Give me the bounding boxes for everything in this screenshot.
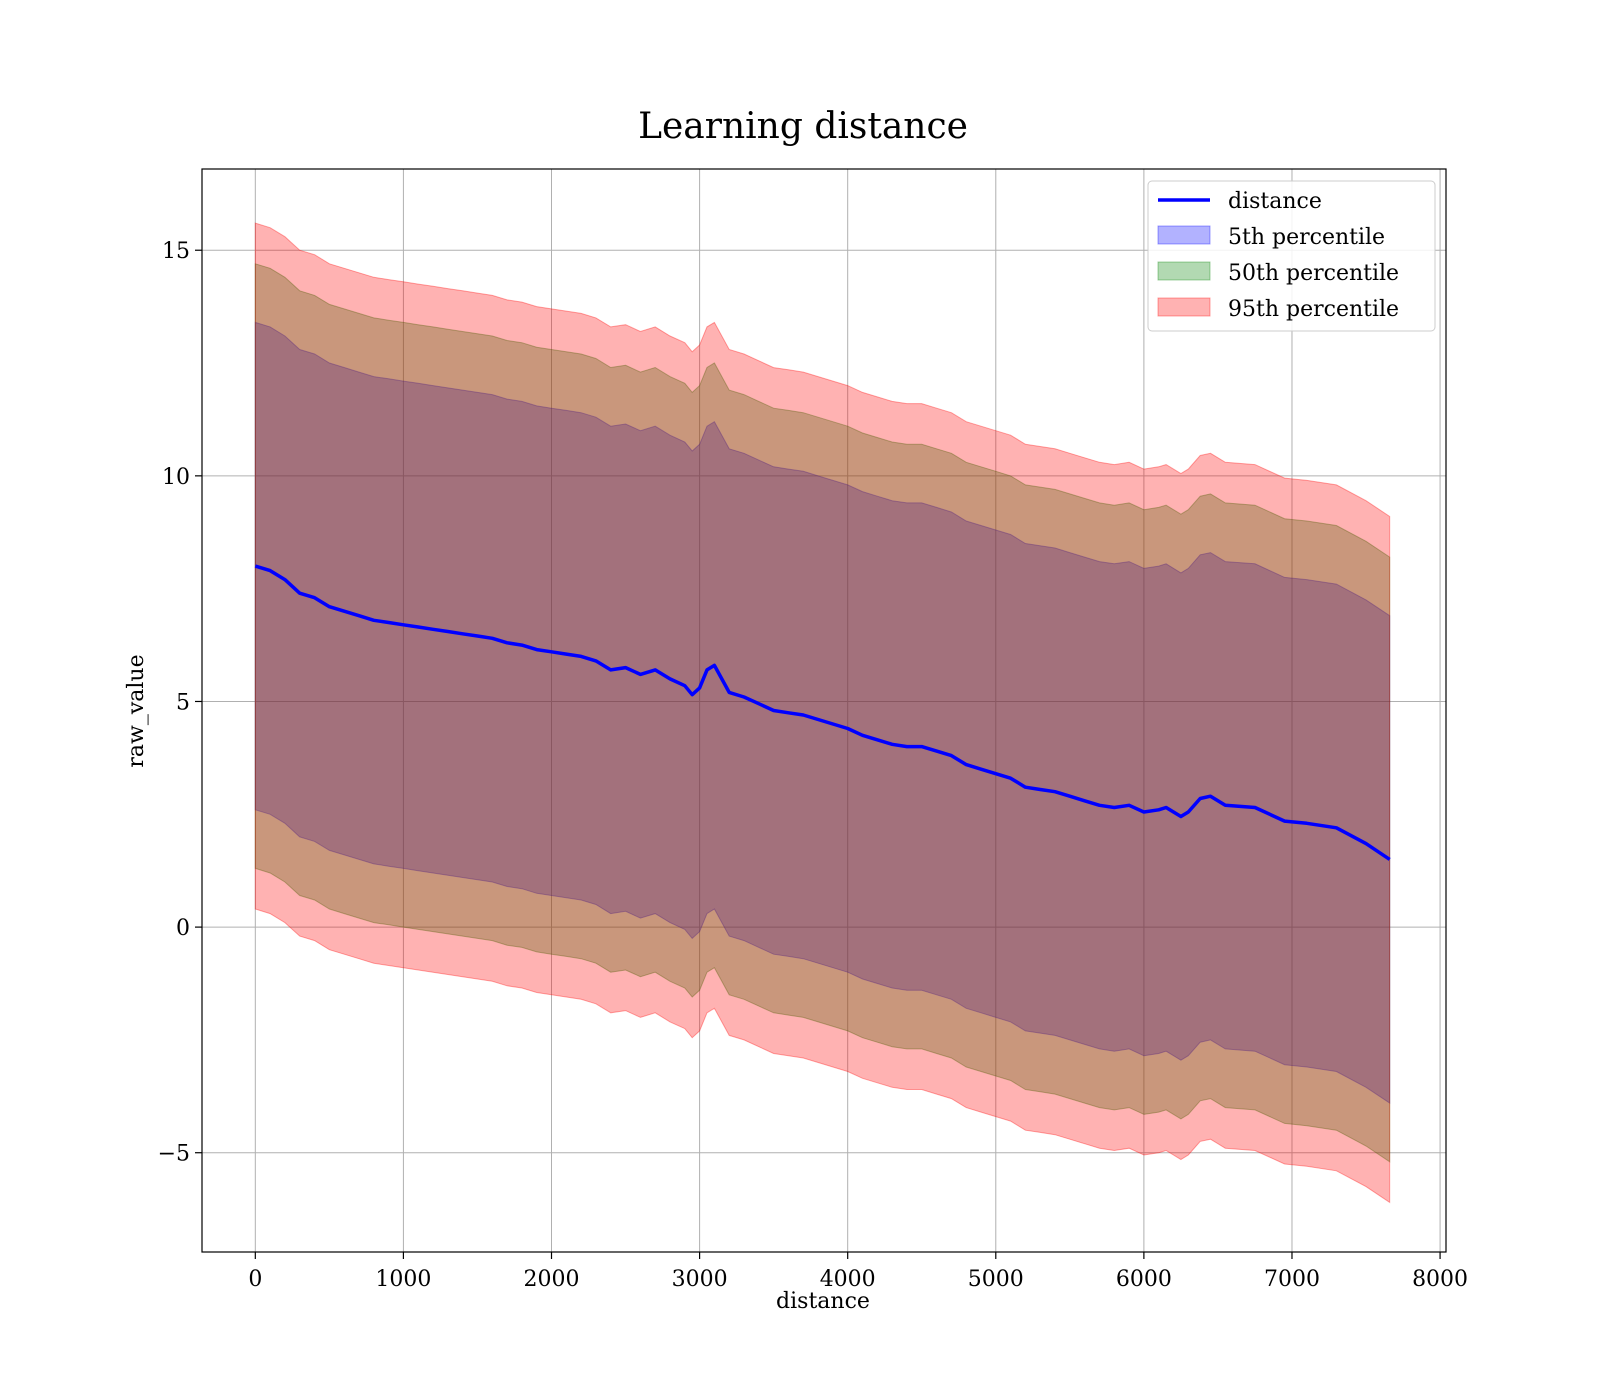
x-tick-label: 8000 <box>1412 1267 1468 1292</box>
y-tick-label: 0 <box>176 916 190 941</box>
x-axis-ticks: 0 1000 2000 3000 4000 5000 6000 7000 8000 <box>248 1252 1468 1292</box>
legend-label-50th: 50th percentile <box>1228 261 1399 286</box>
percentile-bands <box>254 222 1391 1204</box>
band-95th-percentile <box>254 222 1391 1204</box>
y-tick-label: 15 <box>162 239 190 264</box>
legend-swatch-5th <box>1157 225 1211 245</box>
legend-label-5th: 5th percentile <box>1228 225 1385 250</box>
x-tick-label: 0 <box>248 1267 262 1292</box>
y-axis-label: raw_value <box>124 654 149 767</box>
x-tick-label: 6000 <box>1116 1267 1172 1292</box>
legend-label-95th: 95th percentile <box>1228 297 1399 322</box>
legend-swatch-95th <box>1157 297 1211 317</box>
legend-label-distance: distance <box>1228 189 1322 214</box>
plot-frame <box>201 168 1447 1253</box>
y-tick-label: 10 <box>162 465 190 490</box>
series-lines <box>254 564 1391 861</box>
chart-title: Learning distance <box>638 106 968 147</box>
band-50th-percentile <box>254 263 1391 1163</box>
y-tick-label: −5 <box>158 1142 190 1167</box>
y-axis-ticks: −5 0 5 10 15 <box>158 239 202 1167</box>
x-tick-label: 3000 <box>672 1267 728 1292</box>
x-axis-label: distance <box>776 1289 870 1314</box>
x-tick-label: 4000 <box>820 1267 876 1292</box>
grid <box>202 169 1446 1252</box>
x-tick-label: 5000 <box>968 1267 1024 1292</box>
band-5th-percentile <box>254 321 1391 1105</box>
legend-swatch-50th <box>1157 261 1211 281</box>
x-tick-label: 7000 <box>1264 1267 1320 1292</box>
x-tick-label: 2000 <box>524 1267 580 1292</box>
distance-line <box>254 564 1391 861</box>
x-tick-label: 1000 <box>375 1267 431 1292</box>
y-tick-label: 5 <box>176 690 190 715</box>
legend: distance 5th percentile 50th percentile … <box>1147 180 1436 332</box>
legend-box <box>1147 180 1436 332</box>
